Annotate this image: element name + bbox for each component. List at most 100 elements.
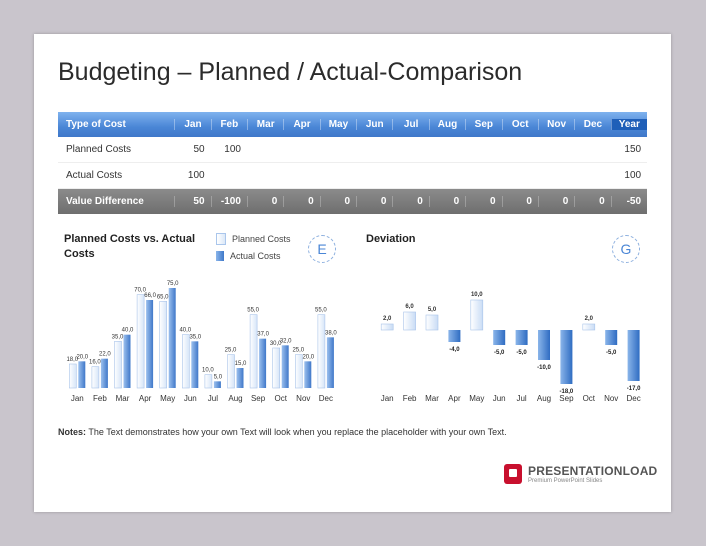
bar-negative — [493, 330, 506, 345]
bar-actual — [259, 338, 267, 388]
x-tick-label: Mar — [425, 394, 439, 403]
table-row: Planned Costs 50 100 150 — [58, 137, 647, 163]
table-cell: 100 — [624, 170, 642, 181]
table-cell: 150 — [624, 144, 642, 155]
data-label-actual: 40,0 — [122, 328, 134, 334]
table-cell: 0 — [246, 196, 283, 207]
data-label: 10,0 — [471, 292, 483, 298]
legend-label: Planned Costs — [232, 233, 291, 244]
table-row: Actual Costs 100 100 — [58, 163, 647, 189]
data-label-planned: 16,0 — [89, 360, 101, 366]
table-header-cell: Apr — [283, 119, 319, 130]
table-header-cell: May — [319, 119, 356, 130]
bar-actual — [304, 361, 312, 388]
data-label-planned: 55,0 — [315, 308, 327, 314]
data-label: 5,0 — [428, 307, 437, 313]
row-label: Actual Costs — [66, 170, 123, 181]
data-label: -10,0 — [537, 365, 551, 371]
table-cell: 0 — [319, 196, 356, 207]
bar-actual — [123, 334, 131, 388]
x-tick-label: Jan — [71, 394, 84, 403]
data-label-planned: 30,0 — [270, 341, 282, 347]
chart-title-deviation: Deviation — [366, 233, 416, 245]
bar-planned — [272, 347, 280, 389]
table-row-total: Value Difference 50 -100 0 0 0 0 0 0 0 0… — [58, 189, 647, 214]
data-label-planned: 35,0 — [112, 334, 124, 340]
data-label-actual: 32,0 — [280, 338, 292, 344]
data-label: -17,0 — [627, 386, 641, 392]
bar-actual — [168, 288, 176, 388]
x-tick-label: Aug — [228, 394, 242, 403]
bar-planned — [182, 334, 190, 389]
x-tick-label: Apr — [139, 394, 152, 403]
planned-actual-chart: 18,020,0Jan16,022,0Feb35,040,0Mar70,066,… — [66, 281, 337, 403]
x-tick-label: Nov — [604, 394, 618, 403]
slide: Budgeting – Planned / Actual-Comparison … — [34, 34, 671, 512]
data-label-planned: 65,0 — [157, 294, 169, 300]
badge-e: E — [308, 235, 336, 263]
data-label: 2,0 — [383, 316, 392, 322]
bar-actual — [213, 381, 221, 388]
table-header-cell: Mar — [247, 119, 283, 130]
data-label-actual: 35,0 — [189, 334, 201, 340]
bar-positive — [470, 299, 484, 331]
bar-actual — [191, 341, 199, 388]
bar-planned — [159, 301, 167, 389]
bar-actual — [100, 358, 108, 388]
bar-negative — [448, 330, 461, 342]
legend-swatch-planned — [216, 232, 226, 245]
table-cell: 50 — [193, 144, 205, 155]
notes-body: The Text demonstrates how your own Text … — [86, 427, 507, 437]
data-label-actual: 20,0 — [76, 354, 88, 360]
legend-item-actual: Actual Costs — [216, 247, 291, 264]
table-header-cell: Jul — [392, 119, 428, 130]
x-tick-label: Feb — [93, 394, 107, 403]
x-tick-label: Jul — [208, 394, 218, 403]
brand-logo: PRESENTATIONLOAD Premium PowerPoint Slid… — [504, 464, 657, 484]
table-header-cell: Type of Cost — [66, 119, 126, 130]
x-tick-label: Sep — [251, 394, 266, 403]
table-header-cell: Dec — [574, 119, 610, 130]
bar-planned — [227, 354, 235, 389]
table-cell: 0 — [574, 196, 610, 207]
data-label-planned: 18,0 — [66, 357, 78, 363]
cost-table: Type of Cost Jan Feb Mar Apr May Jun Jul… — [58, 112, 647, 214]
table-cell: 0 — [537, 196, 574, 207]
chart-legend: Planned Costs Actual Costs — [216, 230, 291, 264]
x-tick-label: May — [160, 394, 175, 403]
table-cell: 0 — [283, 196, 319, 207]
data-label: -5,0 — [494, 350, 505, 356]
table-header-cell: Feb — [210, 119, 247, 130]
table-cell: 100 — [224, 144, 241, 155]
table-cell: 100 — [187, 170, 205, 181]
x-tick-label: May — [469, 394, 484, 403]
legend-swatch-actual — [216, 250, 224, 261]
table-header-cell: Nov — [537, 119, 574, 130]
row-label: Value Difference — [66, 196, 144, 207]
x-tick-label: Jun — [184, 394, 197, 403]
legend-label: Actual Costs — [230, 250, 281, 261]
data-label-planned: 25,0 — [292, 348, 304, 354]
bar-planned — [249, 314, 258, 389]
x-tick-label: Oct — [274, 394, 287, 403]
x-tick-label: Sep — [559, 394, 574, 403]
data-label: 6,0 — [405, 304, 414, 310]
bar-planned — [91, 366, 100, 389]
data-label-actual: 37,0 — [257, 332, 269, 338]
notes-label: Notes: — [58, 427, 87, 437]
table-cell: 0 — [428, 196, 465, 207]
table-cell: 0 — [356, 196, 392, 207]
bar-actual — [281, 345, 289, 388]
table-header-cell: Sep — [465, 119, 501, 130]
data-label-actual: 66,0 — [144, 293, 156, 299]
notes-text: Notes: The Text demonstrates how your ow… — [58, 427, 507, 437]
data-label: -18,0 — [560, 389, 574, 395]
bar-actual — [78, 361, 86, 388]
data-label-actual: 22,0 — [99, 352, 111, 358]
bar-negative — [605, 330, 618, 345]
x-tick-label: Apr — [448, 394, 461, 403]
brand-name: PRESENTATIONLOAD — [528, 464, 658, 478]
bar-actual — [236, 368, 244, 388]
data-label-planned: 10,0 — [202, 368, 214, 374]
data-label: 2,0 — [585, 316, 594, 322]
